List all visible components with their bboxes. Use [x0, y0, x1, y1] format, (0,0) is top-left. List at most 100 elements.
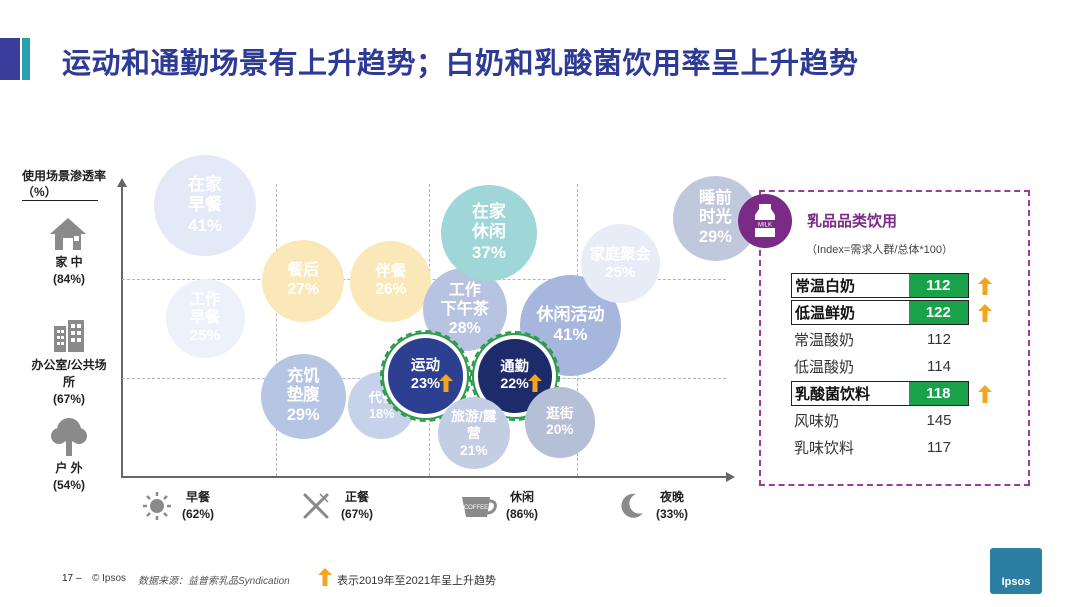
table-row: 乳酸菌饮料 118: [791, 381, 969, 406]
y-axis-arrowhead: [117, 178, 127, 187]
bubble-label-line: 早餐: [188, 195, 223, 215]
y-category-office-label: 办公室/公共场所: [31, 358, 107, 389]
bubble-value: 29%: [286, 405, 320, 424]
table-row-name: 常温白奶: [795, 278, 856, 295]
x-category-night-label: 夜晚: [660, 490, 685, 504]
y-category-outdoor-label: 户 外: [55, 461, 83, 475]
y-category-home: 家 中 (84%): [36, 254, 102, 288]
x-category-meal-label: 正餐: [345, 490, 370, 504]
table-row: 低温酸奶 114: [791, 354, 969, 379]
bubble-label-line: 逛街: [546, 406, 574, 422]
bubble-value: 22%: [500, 375, 529, 392]
grid-line-breakfast: [276, 184, 277, 476]
bubble-label-line: 营: [466, 424, 481, 441]
table-trend-up-icon: [978, 277, 992, 295]
bubble-value: 41%: [553, 325, 588, 345]
x-category-meal: 正餐 (67%): [301, 489, 373, 523]
bubble-label-line: 在家: [188, 174, 223, 194]
x-category-night: 夜晚 (33%): [618, 489, 688, 523]
x-category-leisure-label: 休闲: [510, 490, 535, 504]
table-row-name: 乳酸菌饮料: [795, 386, 871, 403]
y-category-outdoor: 户 外 (54%): [36, 460, 102, 494]
tree-icon: [51, 418, 87, 456]
trend-legend: 表示2019年至2021年呈上升趋势: [337, 575, 496, 587]
table-row: 常温酸奶 112: [791, 327, 969, 352]
bubble-value: 18%: [368, 405, 395, 421]
y-category-office-pct: (67%): [52, 392, 85, 406]
bubble-label-line: 睡前: [699, 188, 732, 207]
y-category-home-pct: (84%): [52, 272, 85, 286]
bubble-3: 伴餐 26%: [350, 241, 432, 322]
bubble-label-line: 伴餐: [375, 262, 407, 280]
bubble-value: 26%: [375, 281, 407, 299]
milk-bottle-icon: MILK: [738, 194, 792, 248]
bubble-2: 餐后 27%: [262, 240, 345, 323]
bubble-value: 23%: [410, 375, 441, 392]
bubble-label-line: 下午茶: [440, 299, 489, 318]
bubble-11: 运动 23%: [379, 329, 472, 422]
page-title: 运动和通勤场景有上升趋势；白奶和乳酸菌饮用率呈上升趋势: [62, 48, 859, 80]
y-axis-line: [121, 184, 123, 477]
table-row-value: 117: [927, 439, 951, 456]
x-category-leisure: COFFEE 休闲 (86%): [460, 489, 538, 523]
bubble-4: 充饥 垫腹 29%: [260, 353, 346, 439]
bubble-value: 27%: [287, 281, 319, 299]
table-row-name: 常温酸奶: [794, 332, 855, 349]
x-category-leisure-pct: (86%): [506, 507, 539, 521]
table-row-value: 118: [908, 382, 968, 405]
table-row: 乳味饮料 117: [791, 435, 969, 460]
bubble-value: 25%: [189, 327, 221, 345]
bubble-value: 41%: [188, 215, 223, 235]
ipsos-logo: Ipsos: [990, 548, 1042, 594]
bubble-label-line: 工作: [448, 280, 481, 299]
dairy-category-panel: [759, 190, 1030, 486]
y-category-outdoor-pct: (54%): [52, 478, 85, 492]
y-category-office: 办公室/公共场所 (67%): [26, 357, 112, 408]
table-trend-up-icon: [978, 304, 992, 322]
bubble-trend-up-icon: [439, 373, 454, 392]
x-category-breakfast-pct: (62%): [182, 507, 215, 521]
bubble-label-line: 早餐: [189, 309, 221, 327]
title-accent-bar-teal: [22, 38, 30, 80]
title-accent-bar: [0, 38, 20, 80]
bubble-label-line: 运动: [410, 358, 441, 375]
sun-icon: [143, 492, 171, 520]
y-axis-label: 使用场景渗透率（%）: [22, 169, 107, 199]
data-source: 数据来源：益普索乳品Syndication: [138, 576, 290, 587]
bubble-value: 20%: [546, 422, 574, 438]
trend-up-arrow-icon: [318, 568, 332, 586]
table-row: 低温鲜奶 122: [791, 300, 969, 325]
page-number: 17 –: [62, 573, 82, 584]
coffee-cup-icon: COFFEE: [462, 497, 497, 517]
table-row-name: 低温酸奶: [794, 359, 855, 376]
table-row-name: 风味奶: [794, 413, 840, 430]
bubble-label-line: 在家: [471, 202, 506, 222]
x-category-breakfast-label: 早餐: [186, 490, 211, 504]
bubble-trend-up-icon: [527, 373, 542, 392]
bubble-label-line: 餐后: [287, 262, 319, 280]
bubble-13: 旅游/露营 21%: [437, 396, 511, 470]
milk-icon-text: MILK: [758, 223, 772, 229]
office-building-icon: [54, 320, 84, 352]
y-axis-label-underline: [22, 200, 98, 201]
x-axis-line: [121, 476, 728, 478]
x-category-night-pct: (33%): [656, 507, 689, 521]
y-category-home-label: 家 中: [55, 255, 83, 269]
fork-knife-icon: [303, 493, 329, 519]
moon-icon: [621, 493, 643, 518]
bubble-14: 逛街 20%: [524, 387, 596, 458]
x-axis-arrowhead: [726, 472, 735, 482]
panel-title: 乳品品类饮用: [807, 213, 898, 230]
bubble-0: 在家 早餐 41%: [154, 154, 256, 256]
x-category-breakfast: 早餐 (62%): [142, 489, 214, 523]
bubble-label-line: 家庭聚会: [589, 245, 651, 263]
bubble-label-line: 休闲活动: [536, 304, 605, 324]
table-row-value: 112: [927, 331, 951, 348]
panel-subtitle: （Index=需求人群/总体*100）: [806, 244, 954, 256]
table-row-value: 114: [927, 358, 951, 375]
bubble-label-line: 充饥: [286, 366, 320, 385]
bubble-1: 工作 早餐 25%: [165, 278, 245, 358]
bubble-value: 37%: [471, 242, 506, 262]
bubble-label-line: 工作: [189, 290, 221, 308]
bubble-7: 在家 休闲 37%: [440, 184, 537, 281]
